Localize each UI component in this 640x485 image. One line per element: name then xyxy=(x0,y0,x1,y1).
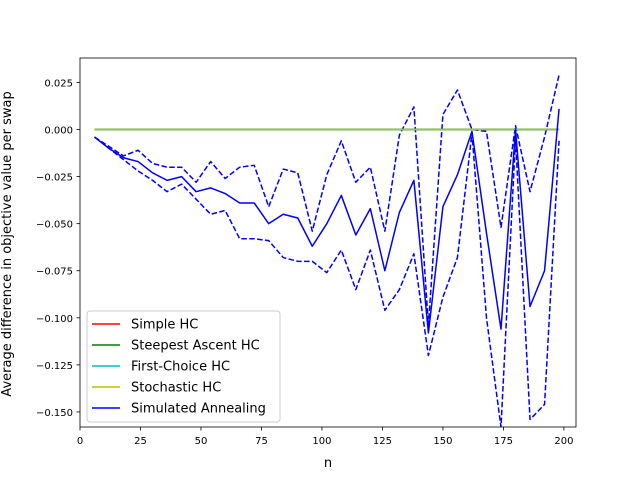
y-tick-label: 0.000 xyxy=(44,126,73,137)
x-tick-label: 100 xyxy=(312,436,331,447)
band-line-upper xyxy=(94,74,560,327)
legend: Simple HC Steepest Ascent HC First-Choice … xyxy=(86,310,281,423)
y-tick-label: −0.050 xyxy=(36,220,73,231)
y-tick-label: 0.025 xyxy=(44,78,73,89)
y-tick-label: −0.075 xyxy=(36,267,73,278)
legend-label-simulated-annealing: Simulated Annealing xyxy=(131,402,266,417)
y-tick-label: −0.150 xyxy=(36,408,73,419)
series-line-simulated-annealing xyxy=(94,108,560,334)
plot-border xyxy=(79,57,577,428)
legend-label-stochastic-hc: Stochastic HC xyxy=(131,381,221,396)
ticks: 0 25 50 75 100 125 150 175 200 0.025 0.000 −0.025 −0… xyxy=(36,78,573,447)
legend-label-simple-hc: Simple HC xyxy=(131,318,198,333)
plot-series xyxy=(94,74,560,427)
legend-box xyxy=(86,310,281,423)
x-tick-label: 175 xyxy=(494,436,513,447)
x-tick-label: 200 xyxy=(554,436,573,447)
y-tick-label: −0.100 xyxy=(36,314,73,325)
x-tick-label: 50 xyxy=(195,436,208,447)
y-tick-label: −0.025 xyxy=(36,173,73,184)
x-tick-label: 125 xyxy=(373,436,392,447)
legend-label-first-choice-hc: First-Choice HC xyxy=(131,360,230,375)
x-tick-label: 75 xyxy=(255,436,268,447)
plot-frame xyxy=(79,57,577,428)
legend-label-steepest-ascent-hc: Steepest Ascent HC xyxy=(131,339,260,354)
x-tick-label: 0 xyxy=(77,436,83,447)
band-line-lower xyxy=(94,132,560,427)
x-tick-label: 25 xyxy=(134,436,147,447)
x-tick-label: 150 xyxy=(433,436,452,447)
y-axis-label: Average difference in objective value pe… xyxy=(0,91,15,396)
x-axis-label: n xyxy=(324,456,332,471)
y-tick-label: −0.125 xyxy=(36,361,73,372)
